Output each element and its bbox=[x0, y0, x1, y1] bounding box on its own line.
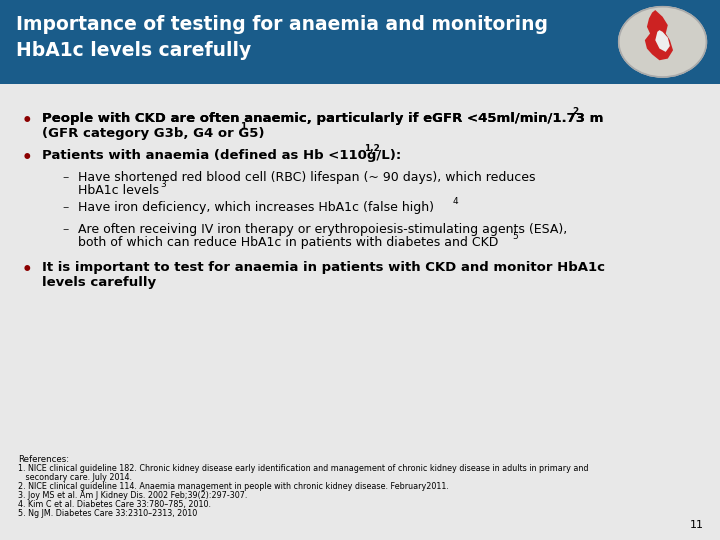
Text: (GFR category G3b, G4 or G5): (GFR category G3b, G4 or G5) bbox=[42, 127, 264, 140]
Text: –: – bbox=[62, 222, 68, 235]
Text: Are often receiving IV iron therapy or erythropoiesis-stimulating agents (ESA),: Are often receiving IV iron therapy or e… bbox=[78, 222, 567, 235]
Circle shape bbox=[618, 6, 706, 77]
Text: 1: 1 bbox=[240, 122, 246, 131]
Text: Have shortened red blood cell (RBC) lifespan (~ 90 days), which reduces: Have shortened red blood cell (RBC) life… bbox=[78, 171, 536, 184]
Text: •: • bbox=[22, 112, 32, 130]
Text: HbA1c levels: HbA1c levels bbox=[78, 184, 159, 197]
Text: –: – bbox=[62, 171, 68, 184]
Text: Patients with anaemia (defined as Hb <110g/L):: Patients with anaemia (defined as Hb <11… bbox=[42, 148, 401, 161]
Text: •: • bbox=[22, 148, 32, 167]
Text: 2. NICE clinical guideline 114. Anaemia management in people with chronic kidney: 2. NICE clinical guideline 114. Anaemia … bbox=[18, 482, 449, 491]
FancyBboxPatch shape bbox=[0, 0, 720, 84]
Text: •: • bbox=[22, 261, 32, 279]
Text: People with CKD are often anaemic, particularly if eGFR <45ml/min/1.73 m: People with CKD are often anaemic, parti… bbox=[42, 112, 603, 125]
Text: People with CKD are often anaemic, particularly if eGFR <45ml/min/1.73 m: People with CKD are often anaemic, parti… bbox=[42, 112, 603, 125]
Text: –: – bbox=[62, 201, 68, 214]
Text: 3: 3 bbox=[160, 180, 166, 188]
Text: References:: References: bbox=[18, 455, 69, 464]
Text: 1,2: 1,2 bbox=[364, 144, 380, 153]
Text: both of which can reduce HbA1c in patients with diabetes and CKD: both of which can reduce HbA1c in patien… bbox=[78, 235, 498, 249]
Polygon shape bbox=[645, 10, 673, 60]
Text: Importance of testing for anaemia and monitoring
HbA1c levels carefully: Importance of testing for anaemia and mo… bbox=[16, 15, 548, 60]
Text: 2: 2 bbox=[572, 107, 578, 116]
Text: 4: 4 bbox=[453, 197, 459, 206]
Text: 4. Kim C et al. Diabetes Care 33:780–785, 2010.: 4. Kim C et al. Diabetes Care 33:780–785… bbox=[18, 500, 211, 509]
Text: 11: 11 bbox=[690, 520, 704, 530]
Polygon shape bbox=[655, 30, 670, 52]
Text: 3. Joy MS et al. Am J Kidney Dis. 2002 Feb;39(2):297-307.: 3. Joy MS et al. Am J Kidney Dis. 2002 F… bbox=[18, 491, 248, 500]
Text: 5: 5 bbox=[512, 232, 518, 241]
Text: 5. Ng JM. Diabetes Care 33:2310–2313, 2010: 5. Ng JM. Diabetes Care 33:2310–2313, 20… bbox=[18, 509, 197, 518]
Text: It is important to test for anaemia in patients with CKD and monitor HbA1c: It is important to test for anaemia in p… bbox=[42, 261, 605, 274]
Text: levels carefully: levels carefully bbox=[42, 276, 156, 289]
Text: Have iron deficiency, which increases HbA1c (false high): Have iron deficiency, which increases Hb… bbox=[78, 201, 434, 214]
Text: 1. NICE clinical guideline 182. Chronic kidney disease early identification and : 1. NICE clinical guideline 182. Chronic … bbox=[18, 464, 588, 473]
Text: secondary care. July 2014.: secondary care. July 2014. bbox=[18, 473, 132, 482]
